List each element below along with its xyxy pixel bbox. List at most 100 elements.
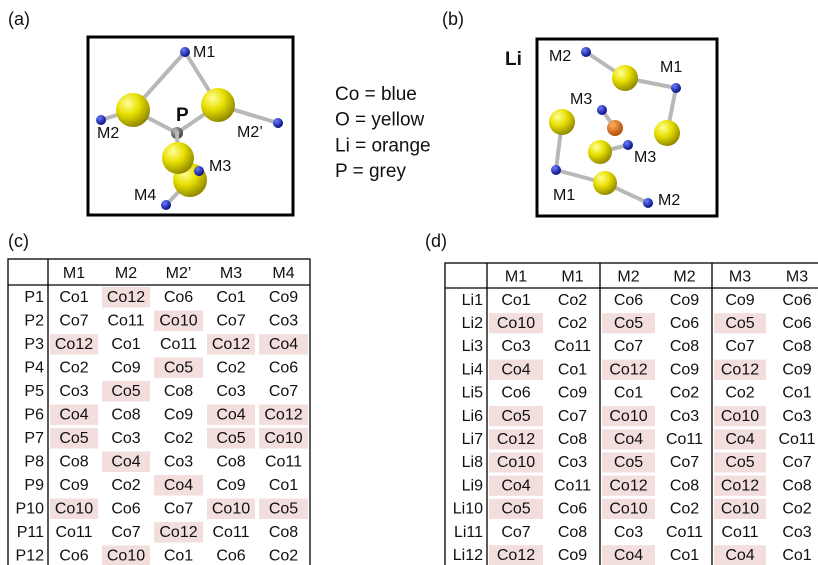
cell-highlight	[50, 428, 98, 449]
cell-highlight	[489, 429, 543, 450]
cell-highlight	[259, 404, 308, 425]
row-label: P4	[24, 359, 44, 376]
column-header: M3	[729, 269, 751, 286]
atom-label: M1	[660, 59, 682, 76]
table-cell: Co3	[614, 524, 643, 541]
table-cell: Co1	[558, 361, 587, 378]
cell-highlight	[259, 498, 308, 519]
row-label: Li5	[462, 385, 483, 402]
table-cell: Co4	[164, 477, 193, 494]
table-cell: Co1	[782, 547, 811, 564]
table-cell: Co10	[212, 500, 250, 517]
row-label: P6	[24, 406, 44, 423]
table-cell: Co7	[614, 338, 643, 355]
table-cell: Co10	[721, 501, 759, 518]
table-cell: Co4	[216, 406, 245, 423]
table-cell: Co3	[216, 383, 245, 400]
table-cell: Co4	[725, 431, 754, 448]
panel-label: (d)	[425, 231, 447, 251]
cell-highlight	[714, 429, 766, 450]
table-cell: Co5	[164, 359, 193, 376]
column-header: M3	[220, 265, 242, 282]
row-label: Li2	[462, 315, 483, 332]
table-cell: Co3	[111, 430, 140, 447]
atom-label: M1	[553, 187, 575, 204]
cell-highlight	[489, 452, 543, 473]
table-cell: Co1	[670, 547, 699, 564]
table-cell: Co3	[269, 312, 298, 329]
table-cell: Co12	[721, 361, 759, 378]
table-cell: Co3	[501, 338, 530, 355]
table-cell: Co6	[164, 289, 193, 306]
table-cell: Co6	[501, 385, 530, 402]
table-cell: Co2	[782, 501, 811, 518]
column-header: M2	[617, 269, 639, 286]
table-cell: Co3	[782, 408, 811, 425]
table-cell: Co4	[614, 547, 643, 564]
table-cell: Co12	[159, 524, 197, 541]
table-cell: Co12	[264, 406, 302, 423]
table-cell: Co9	[670, 292, 699, 309]
cell-highlight	[489, 545, 543, 565]
cell-highlight	[207, 498, 255, 519]
row-label: P7	[24, 430, 44, 447]
cell-highlight	[602, 475, 655, 496]
table-cell: Co6	[216, 547, 245, 564]
table-cell: Co4	[269, 336, 298, 353]
row-label: P11	[17, 524, 44, 541]
table-cell: Co9	[782, 361, 811, 378]
table-cell: Co7	[164, 500, 193, 517]
row-label: P3	[24, 336, 44, 353]
cell-highlight	[602, 359, 655, 380]
table-cell: Co12	[212, 336, 250, 353]
table-cell: Co7	[501, 524, 530, 541]
table-cell: Co7	[269, 383, 298, 400]
table-cell: Co2	[59, 359, 88, 376]
table-cell: Co4	[725, 547, 754, 564]
cell-highlight	[154, 522, 203, 543]
table-cell: Co7	[782, 454, 811, 471]
table-cell: Co11	[554, 477, 591, 494]
cell-highlight	[489, 359, 543, 380]
table-cell: Co6	[59, 547, 88, 564]
table-border	[7, 258, 311, 565]
table-cell: Co2	[725, 385, 754, 402]
column-header: M3	[786, 269, 808, 286]
atom-label: M2	[549, 48, 571, 65]
structure-a	[86, 35, 295, 217]
column-header: M2’	[166, 265, 192, 282]
cell-highlight	[50, 498, 98, 519]
cell-highlight	[714, 452, 766, 473]
table-cell: Co2	[216, 359, 245, 376]
row-label: P8	[24, 453, 44, 470]
table-cell: Co11	[666, 524, 703, 541]
table-cell: Co2	[670, 501, 699, 518]
table-border	[444, 262, 818, 565]
table-cell: Co6	[782, 292, 811, 309]
atom-label: M3	[570, 91, 592, 108]
table-cell: Co1	[111, 336, 140, 353]
table-cell: Co9	[558, 547, 587, 564]
table-cell: Co11	[554, 338, 591, 355]
table-cell: Co12	[609, 361, 647, 378]
table-cell: Co8	[216, 453, 245, 470]
table-cell: Co3	[59, 383, 88, 400]
table-cell: Co11	[666, 431, 703, 448]
table-cell: Co4	[111, 453, 140, 470]
cell-highlight	[489, 475, 543, 496]
table-cell: Co1	[614, 385, 643, 402]
table-cell: Co12	[107, 289, 145, 306]
cell-highlight	[207, 334, 255, 355]
table-cell: Co5	[614, 315, 643, 332]
cell-highlight	[102, 381, 150, 402]
row-label: Li11	[454, 524, 483, 541]
cell-highlight	[154, 310, 203, 331]
cell-highlight	[602, 313, 655, 334]
row-label: Li1	[462, 292, 483, 309]
column-header: M1	[505, 269, 527, 286]
table-cell: Co4	[501, 477, 530, 494]
table-cell: Co6	[614, 292, 643, 309]
table-cell: Co3	[670, 408, 699, 425]
table-cell: Co2	[164, 430, 193, 447]
